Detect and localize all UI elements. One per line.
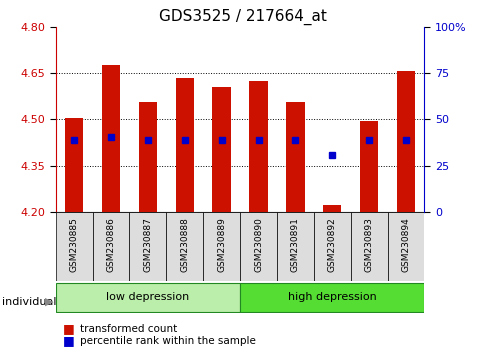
Text: GDS3525 / 217664_at: GDS3525 / 217664_at [158,9,326,25]
Text: GSM230894: GSM230894 [401,217,409,272]
Bar [350,212,387,281]
Text: GSM230893: GSM230893 [364,217,373,272]
Text: GSM230892: GSM230892 [327,217,336,272]
Text: ▶: ▶ [45,297,54,307]
Text: transformed count: transformed count [80,324,177,333]
Bar [359,121,378,212]
Bar [249,81,267,212]
Text: ■: ■ [63,334,75,347]
Text: ■: ■ [63,322,75,335]
Text: GSM230887: GSM230887 [143,217,152,272]
Text: GSM230891: GSM230891 [290,217,299,272]
Text: individual: individual [2,297,57,307]
Text: GSM230886: GSM230886 [106,217,115,272]
Bar [313,212,350,281]
Bar [240,283,424,312]
Bar [65,118,83,212]
Bar [396,72,414,212]
Bar [175,78,194,212]
Bar [166,212,203,281]
Bar [203,212,240,281]
Text: GSM230889: GSM230889 [217,217,226,272]
Bar [212,87,230,212]
Bar [102,65,120,212]
Bar [129,212,166,281]
Bar [56,283,240,312]
Text: GSM230890: GSM230890 [254,217,262,272]
Text: percentile rank within the sample: percentile rank within the sample [80,336,256,346]
Text: high depression: high depression [287,292,376,302]
Bar [387,212,424,281]
Bar [240,212,276,281]
Bar [56,212,92,281]
Bar [92,212,129,281]
Bar [286,102,304,212]
Bar [138,102,157,212]
Bar [322,205,341,212]
Text: GSM230885: GSM230885 [70,217,78,272]
Bar [276,212,313,281]
Text: low depression: low depression [106,292,189,302]
Text: GSM230888: GSM230888 [180,217,189,272]
